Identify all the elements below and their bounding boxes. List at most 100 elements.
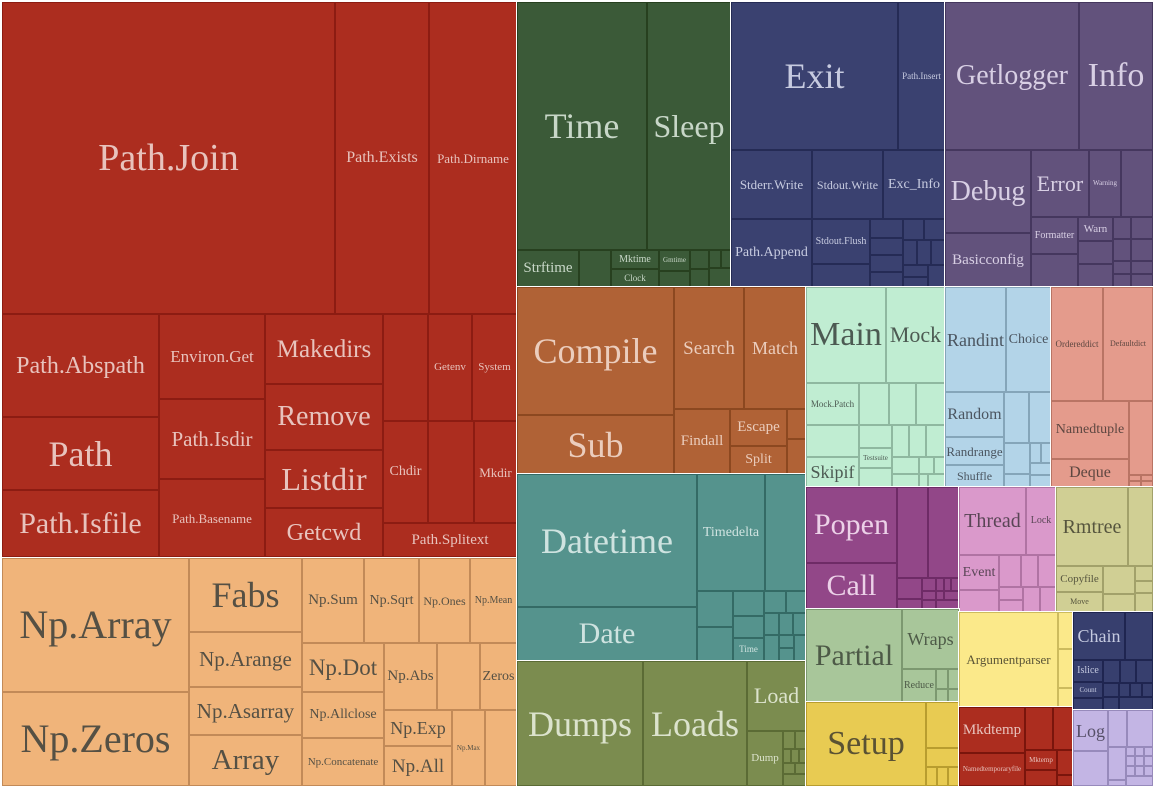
treemap-tile-loads[interactable]: Loads [643,661,747,786]
treemap-tile-unlabeled[interactable] [764,635,779,661]
treemap-tile-unlabeled[interactable] [787,409,806,439]
treemap-tile-unlabeled[interactable] [1113,239,1131,261]
treemap-tile-unlabeled[interactable] [937,767,948,786]
treemap-tile-choice[interactable]: Choice [1006,287,1051,392]
treemap-tile-search[interactable]: Search [674,287,744,409]
treemap-tile-unlabeled[interactable] [383,314,428,421]
treemap-tile-np-zeros[interactable]: Np.Zeros [2,692,189,786]
treemap-tile-randrange[interactable]: Randrange [945,437,1004,465]
treemap-tile-unlabeled[interactable] [1058,688,1073,707]
treemap-tile-sub[interactable]: Sub [517,415,674,474]
treemap-tile-testsuite[interactable]: Testsuite [859,448,892,468]
treemap-tile-unlabeled[interactable] [903,219,924,240]
treemap-tile-unlabeled[interactable] [1113,217,1131,239]
treemap-tile-zeros[interactable]: Zeros [480,643,517,710]
treemap-tile-wraps[interactable]: Wraps [902,609,959,669]
treemap-tile-unlabeled[interactable] [1135,566,1153,581]
treemap-tile-unlabeled[interactable] [903,265,928,277]
treemap-tile-mock[interactable]: Mock [886,287,945,383]
treemap-tile-exc-info[interactable]: Exc_Info [883,150,945,219]
treemap-tile-copyfile[interactable]: Copyfile [1056,566,1103,592]
treemap-tile-match[interactable]: Match [744,287,806,409]
treemap-tile-unlabeled[interactable] [733,591,764,616]
treemap-tile-unlabeled[interactable] [936,591,944,600]
treemap-tile-unlabeled[interactable] [783,731,795,749]
treemap-tile-unlabeled[interactable] [928,265,945,287]
treemap-tile-unlabeled[interactable] [1121,150,1153,217]
treemap-tile-path-basename[interactable]: Path.Basename [159,479,265,557]
treemap-tile-unlabeled[interactable] [926,425,945,457]
treemap-tile-unlabeled[interactable] [924,219,945,240]
treemap-tile-unlabeled[interactable] [1113,261,1131,274]
treemap-tile-unlabeled[interactable] [579,250,611,287]
treemap-tile-unlabeled[interactable] [936,669,948,689]
treemap-tile-sleep[interactable]: Sleep [647,2,731,250]
treemap-tile-unlabeled[interactable] [697,627,733,661]
treemap-tile-unlabeled[interactable] [1135,581,1153,593]
treemap-tile-unlabeled[interactable] [870,272,903,287]
treemap-tile-getcwd[interactable]: Getcwd [265,508,383,557]
treemap-tile-unlabeled[interactable] [1126,747,1135,756]
treemap-tile-path-isdir[interactable]: Path.Isdir [159,399,265,479]
treemap-tile-basicconfig[interactable]: Basicconfig [945,233,1031,287]
treemap-tile-unlabeled[interactable] [1142,683,1153,697]
treemap-tile-count[interactable]: Count [1073,682,1103,698]
treemap-tile-np-mean[interactable]: Np.Mean [470,558,517,643]
treemap-tile-unlabeled[interactable] [709,268,731,287]
treemap-tile-unlabeled[interactable] [812,264,870,287]
treemap-tile-unlabeled[interactable] [1038,555,1056,587]
treemap-tile-unlabeled[interactable] [659,271,690,287]
treemap-tile-unlabeled[interactable] [1126,766,1135,776]
treemap-tile-np-sqrt[interactable]: Np.Sqrt [364,558,419,643]
treemap-tile-unlabeled[interactable] [1023,587,1040,612]
treemap-tile-remove[interactable]: Remove [265,384,383,450]
treemap-tile-unlabeled[interactable] [1004,443,1030,474]
treemap-tile-main[interactable]: Main [806,287,886,383]
treemap-tile-call[interactable]: Call [806,563,897,609]
treemap-tile-datetime[interactable]: Datetime [517,474,697,607]
treemap-tile-unlabeled[interactable] [1129,475,1141,481]
treemap-tile-setup[interactable]: Setup [806,702,926,786]
treemap-tile-event[interactable]: Event [959,555,999,590]
treemap-tile-warn[interactable]: Warn [1078,217,1113,241]
treemap-tile-unlabeled[interactable] [1103,683,1119,697]
treemap-tile-np-concatenate[interactable]: Np.Concatenate [302,738,384,786]
treemap-tile-np-array[interactable]: Np.Array [2,558,189,692]
treemap-tile-unlabeled[interactable] [1136,660,1153,683]
treemap-tile-escape[interactable]: Escape [730,409,787,446]
treemap-tile-unlabeled[interactable] [897,578,922,599]
treemap-tile-mkdir[interactable]: Mkdir [474,421,517,523]
treemap-tile-unlabeled[interactable] [1030,463,1051,475]
treemap-tile-unlabeled[interactable] [764,591,786,613]
treemap-tile-unlabeled[interactable] [926,767,937,786]
treemap-tile-np-arange[interactable]: Np.Arange [189,632,302,687]
treemap-tile-unlabeled[interactable] [1103,566,1135,594]
treemap-tile-unlabeled[interactable] [916,383,945,425]
treemap-tile-move[interactable]: Move [1056,592,1103,612]
treemap-tile-unlabeled[interactable] [783,749,791,763]
treemap-tile-randint[interactable]: Randint [945,287,1006,392]
treemap-tile-unlabeled[interactable] [709,250,721,268]
treemap-tile-unlabeled[interactable] [1057,775,1073,786]
treemap-tile-unlabeled[interactable] [1141,475,1153,481]
treemap-tile-unlabeled[interactable] [1021,555,1038,587]
treemap-tile-unlabeled[interactable] [1128,487,1153,566]
treemap-tile-unlabeled[interactable] [926,702,959,748]
treemap-tile-np-max[interactable]: Np.Max [452,710,485,786]
treemap-tile-unlabeled[interactable] [897,487,928,578]
treemap-tile-unlabeled[interactable] [1029,392,1051,443]
treemap-tile-path-append[interactable]: Path.Append [731,219,812,287]
treemap-tile-unlabeled[interactable] [791,749,799,763]
treemap-tile-info[interactable]: Info [1079,2,1153,150]
treemap-tile-np-exp[interactable]: Np.Exp [384,710,452,746]
treemap-tile-np-abs[interactable]: Np.Abs [384,643,437,710]
treemap-tile-makedirs[interactable]: Makedirs [265,314,383,384]
treemap-tile-date[interactable]: Date [517,607,697,661]
treemap-tile-popen[interactable]: Popen [806,487,897,563]
treemap-tile-fabs[interactable]: Fabs [189,558,302,632]
treemap-tile-mktime[interactable]: Mktime [611,250,659,269]
treemap-tile-unlabeled[interactable] [1053,707,1073,750]
treemap-tile-namedtuple[interactable]: Namedtuple [1051,401,1129,459]
treemap-tile-namedtemporaryfile[interactable]: Namedtemporaryfile [959,753,1025,786]
treemap-tile-np-sum[interactable]: Np.Sum [302,558,364,643]
